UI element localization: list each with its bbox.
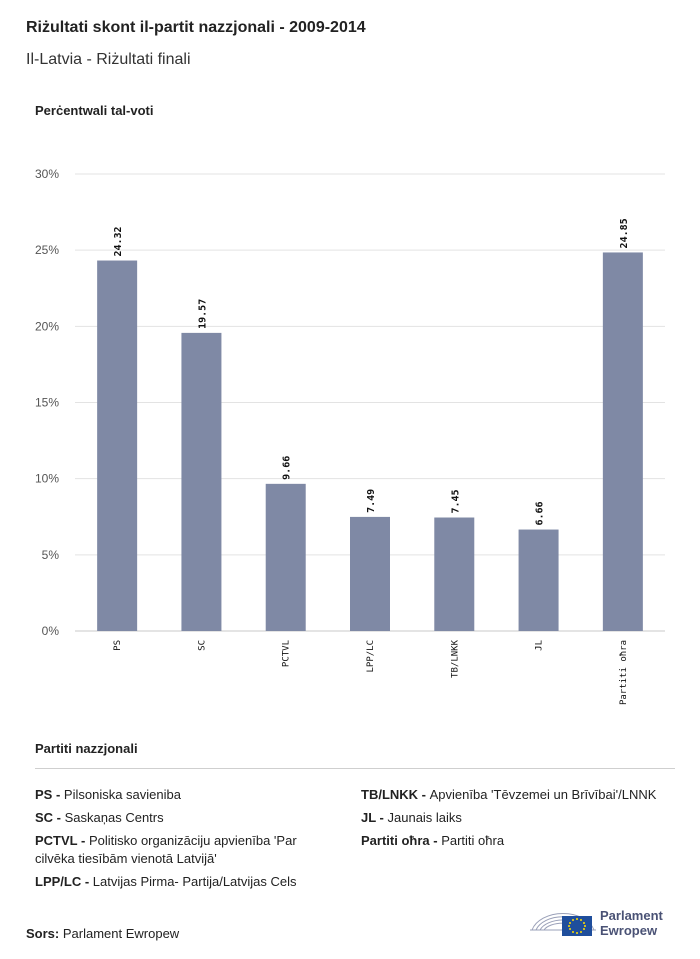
y-tick-label: 30% — [35, 167, 59, 181]
logo-text: Parlament Ewropew — [600, 908, 663, 938]
legend-abbr: PS - — [35, 787, 64, 802]
logo-line-2: Ewropew — [600, 923, 658, 938]
parliament-hemicycle-icon — [530, 912, 596, 936]
value-label: 6.66 — [535, 501, 546, 525]
value-label: 24.32 — [113, 226, 124, 256]
legend-item: TB/LNKK - Apvienība 'Tēvzemei un Brīvība… — [361, 786, 681, 804]
y-tick-label: 20% — [35, 319, 59, 333]
bar-sc — [181, 332, 222, 631]
source-value: Parlament Ewropew — [62, 926, 180, 941]
legend-name: Saskaņas Centrs — [64, 810, 164, 825]
x-tick-label: PCTVL — [282, 640, 292, 667]
x-ticks: PS SC PCTVL LPP/LC TB/LNKK JL Partiti oħra — [113, 639, 629, 705]
bar-tb-lnkk — [434, 517, 475, 631]
source-note: Sors: Parlament Ewropew — [26, 926, 179, 941]
legend-name: Politisko organizāciju apvienība 'Par ci… — [35, 833, 297, 866]
bar-partiti-o-ra — [602, 252, 643, 631]
legend-divider — [35, 768, 675, 769]
value-label: 7.45 — [450, 489, 461, 513]
legend-abbr: PCTVL - — [35, 833, 89, 848]
legend-name: Pilsoniska savieniba — [63, 787, 181, 802]
value-label: 7.49 — [366, 489, 377, 513]
legend-abbr: JL - — [361, 810, 388, 825]
y-ticks: 0% 5% 10% 15% 20% 25% 30% — [35, 167, 59, 638]
bar-lpp-lc — [350, 516, 390, 631]
legend-column-left: PS - Pilsoniska savieniba SC - Saskaņas C… — [35, 786, 335, 896]
eu-flag-icon — [562, 916, 592, 936]
bars — [97, 252, 643, 631]
legend-item: LPP/LC - Latvijas Pirma- Partija/Latvija… — [35, 873, 335, 891]
bar-jl — [518, 529, 559, 631]
y-tick-label: 10% — [35, 472, 59, 486]
legend-title: Partiti nazzjonali — [35, 741, 138, 756]
y-axis-label: Perċentwali tal-voti — [35, 103, 154, 118]
legend-abbr: SC - — [35, 810, 65, 825]
y-tick-label: 5% — [42, 548, 60, 562]
bar-ps — [97, 260, 138, 631]
legend-item: SC - Saskaņas Centrs — [35, 809, 335, 827]
y-tick-label: 15% — [35, 396, 59, 410]
x-tick-label: LPP/LC — [366, 640, 376, 673]
parliament-logo: Parlament Ewropew — [528, 900, 688, 944]
value-label: 19.57 — [197, 299, 208, 329]
legend-item: PS - Pilsoniska savieniba — [35, 786, 335, 804]
x-tick-label: JL — [535, 640, 545, 651]
value-label: 24.85 — [619, 218, 630, 248]
legend-abbr: Partiti oħra - — [361, 833, 442, 848]
bar-pctvl — [265, 483, 306, 631]
legend-column-right: TB/LNKK - Apvienība 'Tēvzemei un Brīvība… — [361, 786, 681, 855]
legend-item: Partiti oħra - Partiti oħra — [361, 832, 681, 850]
legend-name: Apvienība 'Tēvzemei un Brīvībai'/LNNK — [429, 787, 657, 802]
legend-item: PCTVL - Politisko organizāciju apvienība… — [35, 832, 335, 868]
value-labels: 24.32 19.57 9.66 7.49 7.45 6.66 24.85 — [113, 218, 630, 525]
x-tick-label: Partiti oħra — [619, 640, 629, 705]
y-tick-label: 25% — [35, 243, 59, 257]
legend-name: Jaunais laiks — [387, 810, 462, 825]
y-tick-label: 0% — [42, 624, 60, 638]
source-label: Sors: — [26, 926, 60, 941]
x-tick-label: PS — [113, 640, 123, 651]
bar-chart: 0% 5% 10% 15% 20% 25% 30% 24.32 19.57 9.66 7.49 7.… — [35, 167, 665, 705]
logo-line-1: Parlament — [600, 908, 663, 923]
value-label: 9.66 — [282, 456, 293, 480]
legend-abbr: TB/LNKK - — [361, 787, 430, 802]
legend-name: Partiti oħra — [441, 833, 505, 848]
legend-abbr: LPP/LC - — [35, 874, 93, 889]
x-tick-label: TB/LNKK — [450, 639, 460, 678]
chart-subtitle: Il-Latvia - Riżultati finali — [26, 51, 191, 68]
chart-title: Riżultati skont il-partit nazzjonali - 2… — [26, 19, 366, 36]
legend-name: Latvijas Pirma- Partija/Latvijas Cels — [92, 874, 297, 889]
x-tick-label: SC — [197, 640, 207, 651]
legend-item: JL - Jaunais laiks — [361, 809, 681, 827]
